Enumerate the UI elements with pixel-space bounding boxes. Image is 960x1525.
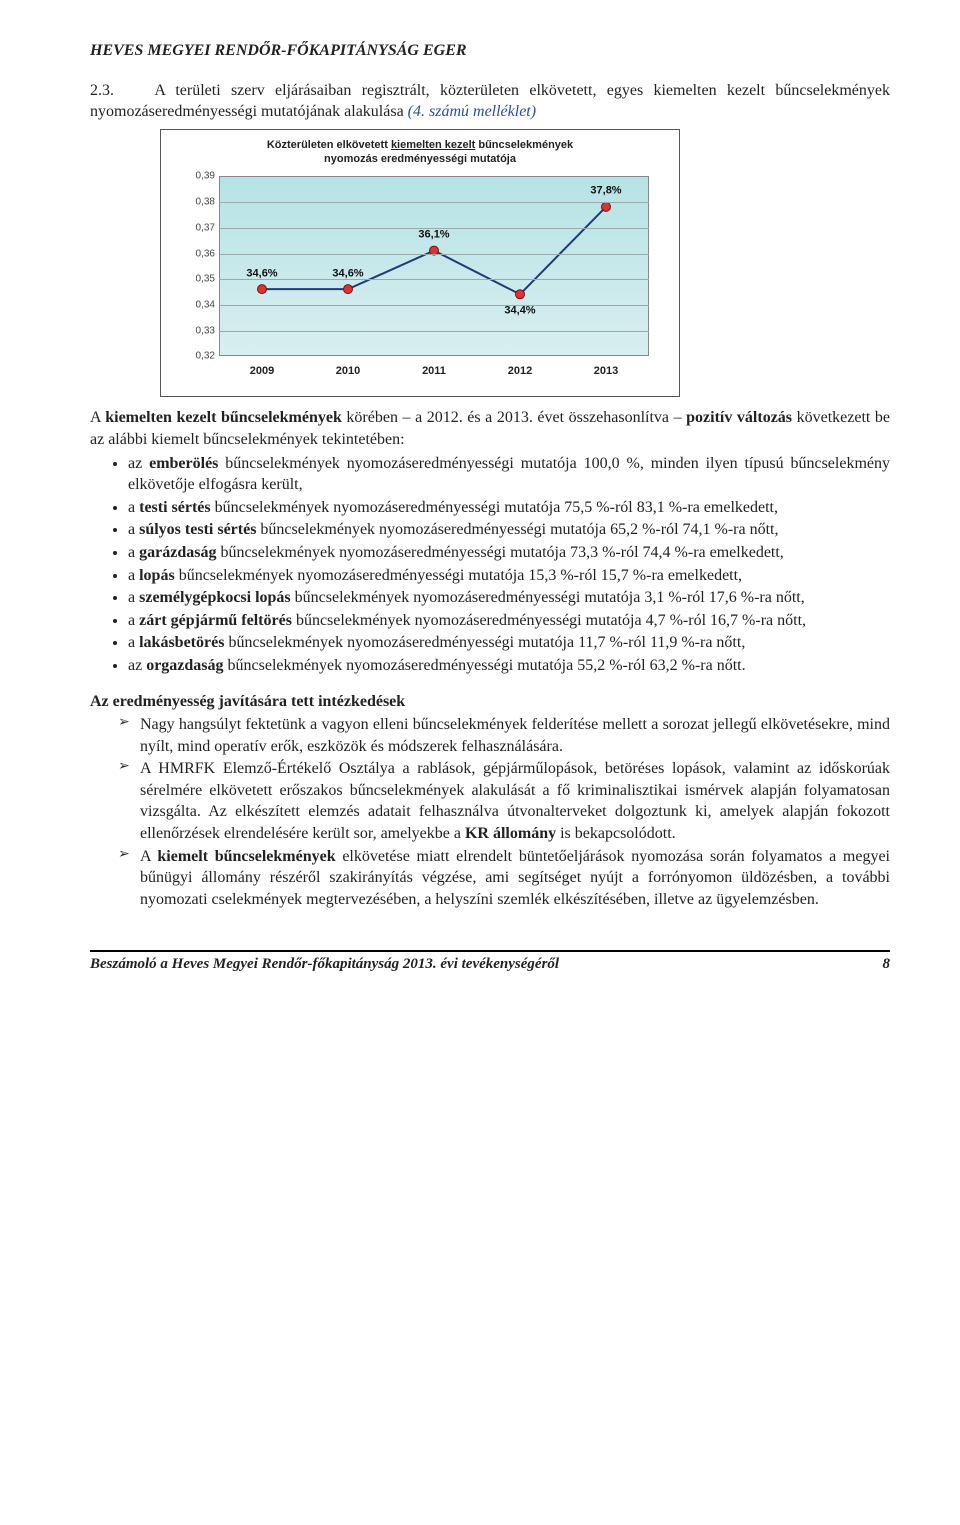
chart-ytick: 0,36 bbox=[179, 247, 215, 261]
chart-data-label: 37,8% bbox=[590, 184, 621, 199]
chart-data-label: 34,6% bbox=[332, 266, 363, 281]
arrow-text: A bbox=[140, 848, 157, 865]
arrow-list: Nagy hangsúlyt fektetünk a vagyon elleni… bbox=[118, 714, 890, 910]
intro-d: pozitív változás bbox=[686, 409, 792, 426]
bullet-rest: bűncselekmények nyomozáseredményességi m… bbox=[175, 567, 742, 584]
chart-data-label: 34,4% bbox=[504, 303, 535, 318]
body-intro: A kiemelten kezelt bűncselekmények köréb… bbox=[90, 407, 890, 450]
chart-gridline bbox=[219, 254, 649, 255]
bullet-rest: bűncselekmények nyomozáseredményességi m… bbox=[224, 634, 745, 651]
bullet-item: az orgazdaság bűncselekmények nyomozáser… bbox=[128, 655, 890, 677]
bullet-prefix: a bbox=[128, 499, 139, 516]
chart-title-underline: kiemelten kezelt bbox=[391, 139, 475, 151]
chart-title: Közterületen elkövetett kiemelten kezelt… bbox=[171, 138, 669, 167]
arrow-item: Nagy hangsúlyt fektetünk a vagyon elleni… bbox=[118, 714, 890, 757]
section-lead-annex: (4. számú melléklet) bbox=[408, 103, 536, 120]
chart-gridline bbox=[219, 279, 649, 280]
bullet-prefix: a bbox=[128, 612, 139, 629]
bullet-bold: garázdaság bbox=[139, 544, 216, 561]
bullet-prefix: a bbox=[128, 567, 139, 584]
bullet-rest: bűncselekmények nyomozáseredményességi m… bbox=[211, 499, 778, 516]
bullet-item: az emberölés bűncselekmények nyomozásere… bbox=[128, 453, 890, 496]
bullet-bold: lopás bbox=[139, 567, 175, 584]
chart-plot: 34,6% 34,6% 36,1% 34,4% 37,8% bbox=[219, 176, 649, 356]
chart-container: Közterületen elkövetett kiemelten kezelt… bbox=[160, 129, 680, 398]
footer-page-number: 8 bbox=[883, 954, 891, 974]
chart-ytick: 0,34 bbox=[179, 298, 215, 312]
chart-marker bbox=[602, 203, 611, 212]
footer-left: Beszámoló a Heves Megyei Rendőr-főkapitá… bbox=[90, 954, 559, 974]
bullet-bold: orgazdaság bbox=[146, 657, 223, 674]
chart-title-line2: nyomozás eredményességi mutatója bbox=[324, 153, 516, 165]
chart-ytick: 0,32 bbox=[179, 350, 215, 364]
chart-marker bbox=[258, 285, 267, 294]
bullet-bold: lakásbetörés bbox=[139, 634, 224, 651]
arrow-text: KR állomány bbox=[465, 825, 556, 842]
intro-a: A bbox=[90, 409, 105, 426]
bullet-prefix: a bbox=[128, 634, 139, 651]
bullet-rest: bűncselekmények nyomozáseredményességi m… bbox=[291, 589, 805, 606]
chart-ytick: 0,39 bbox=[179, 170, 215, 184]
chart-ytick: 0,38 bbox=[179, 195, 215, 209]
bullet-bold: testi sértés bbox=[139, 499, 211, 516]
subheading-measures: Az eredményesség javítására tett intézke… bbox=[90, 691, 890, 713]
bullet-rest: bűncselekmények nyomozáseredményességi m… bbox=[224, 657, 746, 674]
bullet-rest: bűncselekmények nyomozáseredményességi m… bbox=[256, 521, 778, 538]
arrow-item: A kiemelt bűncselekmények elkövetése mia… bbox=[118, 846, 890, 911]
chart-xtick: 2013 bbox=[576, 364, 636, 379]
bullet-item: a személygépkocsi lopás bűncselekmények … bbox=[128, 587, 890, 609]
chart-marker bbox=[516, 290, 525, 299]
bullet-prefix: a bbox=[128, 589, 139, 606]
chart-title-part1: Közterületen elkövetett bbox=[267, 139, 391, 151]
page-header: HEVES MEGYEI RENDŐR-FŐKAPITÁNYSÁG EGER bbox=[90, 40, 890, 62]
bullet-prefix: az bbox=[128, 455, 149, 472]
chart-gridline bbox=[219, 331, 649, 332]
bullet-rest: bűncselekmények nyomozáseredményességi m… bbox=[216, 544, 783, 561]
chart-title-part1b: bűncselekmények bbox=[475, 139, 573, 151]
bullet-item: a garázdaság bűncselekmények nyomozásere… bbox=[128, 542, 890, 564]
chart-data-label: 36,1% bbox=[418, 228, 449, 243]
bullet-bold: zárt gépjármű feltörés bbox=[139, 612, 292, 629]
chart-area: 34,6% 34,6% 36,1% 34,4% 37,8% 0,32 0,33 0,34 0,… bbox=[181, 176, 661, 386]
section-number: 2.3. bbox=[90, 82, 114, 99]
footer-rule bbox=[90, 950, 890, 952]
chart-data-label: 34,6% bbox=[246, 266, 277, 281]
arrow-item: A HMRFK Elemző-Értékelő Osztálya a rablá… bbox=[118, 758, 890, 844]
chart-ytick: 0,33 bbox=[179, 324, 215, 338]
chart-xtick: 2010 bbox=[318, 364, 378, 379]
section-intro-text: 2.3. A területi szerv eljárásaiban regis… bbox=[90, 80, 890, 123]
chart-ytick: 0,37 bbox=[179, 221, 215, 235]
bullet-item: a testi sértés bűncselekmények nyomozáse… bbox=[128, 497, 890, 519]
chart-line-svg bbox=[219, 176, 649, 356]
bullet-rest: bűncselekmények nyomozáseredményességi m… bbox=[128, 455, 890, 494]
bullet-bold: személygépkocsi lopás bbox=[139, 589, 291, 606]
arrow-text: kiemelt bűncselekmények bbox=[157, 848, 335, 865]
bullet-item: a súlyos testi sértés bűncselekmények ny… bbox=[128, 519, 890, 541]
bullet-item: a lopás bűncselekmények nyomozáseredmény… bbox=[128, 565, 890, 587]
bullet-rest: bűncselekmények nyomozáseredményességi m… bbox=[292, 612, 806, 629]
bullet-prefix: az bbox=[128, 657, 146, 674]
intro-b: kiemelten kezelt bűncselekmények bbox=[105, 409, 342, 426]
arrow-text: is bekapcsolódott. bbox=[556, 825, 676, 842]
bullet-item: a zárt gépjármű feltörés bűncselekmények… bbox=[128, 610, 890, 632]
bullet-list: az emberölés bűncselekmények nyomozásere… bbox=[128, 453, 890, 677]
bullet-prefix: a bbox=[128, 521, 139, 538]
chart-gridline bbox=[219, 202, 649, 203]
chart-ytick: 0,35 bbox=[179, 272, 215, 286]
chart-marker bbox=[344, 285, 353, 294]
page-footer: Beszámoló a Heves Megyei Rendőr-főkapitá… bbox=[90, 950, 890, 974]
chart-xtick: 2011 bbox=[404, 364, 464, 379]
bullet-bold: emberölés bbox=[149, 455, 218, 472]
chart-gridline bbox=[219, 305, 649, 306]
section-2-3: 2.3. A területi szerv eljárásaiban regis… bbox=[90, 80, 890, 123]
chart-xtick: 2012 bbox=[490, 364, 550, 379]
chart-xtick: 2009 bbox=[232, 364, 292, 379]
bullet-item: a lakásbetörés bűncselekmények nyomozáse… bbox=[128, 632, 890, 654]
intro-c: körében – a 2012. és a 2013. évet összeh… bbox=[342, 409, 686, 426]
bullet-prefix: a bbox=[128, 544, 139, 561]
bullet-bold: súlyos testi sértés bbox=[139, 521, 256, 538]
